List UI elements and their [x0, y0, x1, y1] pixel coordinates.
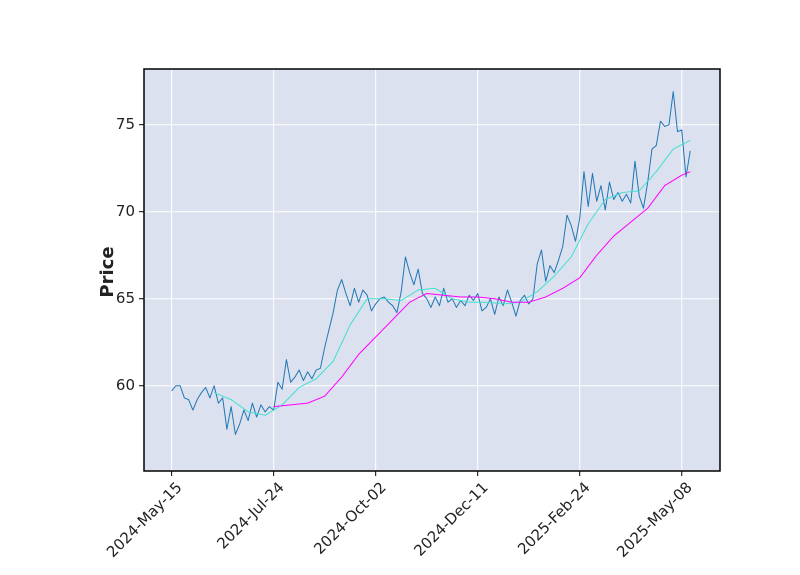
plot-frame	[143, 68, 721, 472]
grid	[144, 69, 720, 471]
y-tick-label: 65	[116, 289, 135, 307]
price-line	[273, 171, 691, 408]
x-tick-label: 2024-May-15	[103, 478, 186, 561]
y-tick-label: 70	[116, 202, 135, 220]
x-tick-label: 2024-Jul-24	[213, 478, 287, 552]
x-tick-label: 2025-May-08	[613, 478, 696, 561]
plot-background	[144, 69, 720, 471]
y-axis-label: Price	[97, 246, 118, 297]
y-tick-label: 75	[116, 115, 135, 133]
price-line	[213, 139, 691, 416]
lines	[171, 91, 691, 435]
x-tick-label: 2024-Dec-11	[410, 478, 491, 559]
x-tick-label: 2025-Feb-24	[514, 478, 594, 558]
y-tick-label: 60	[116, 376, 135, 394]
x-tick-label: 2024-Oct-02	[310, 478, 390, 558]
